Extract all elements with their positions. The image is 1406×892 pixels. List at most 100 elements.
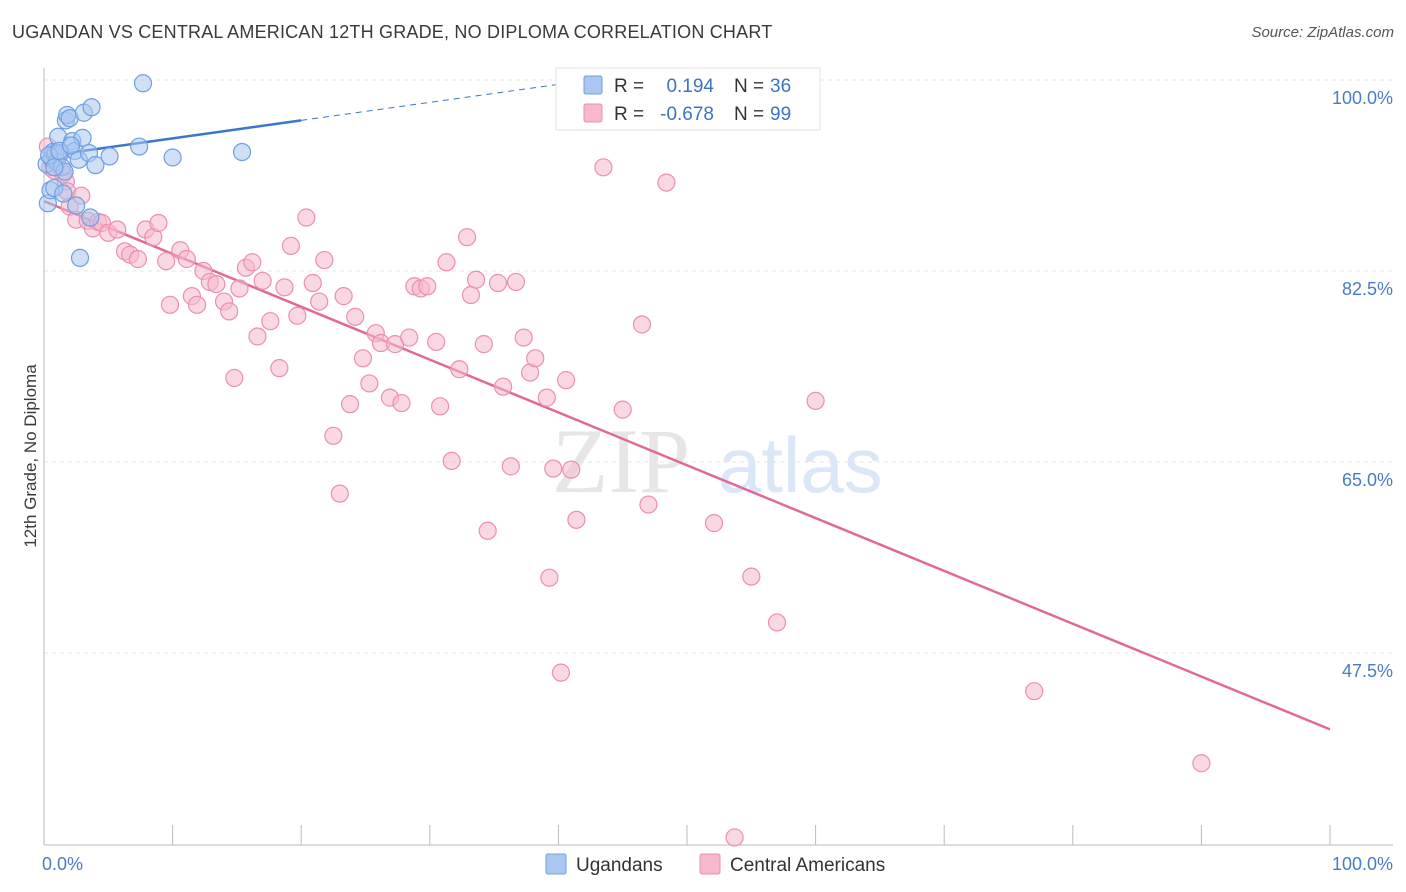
source-label: Source: ZipAtlas.com (1251, 24, 1394, 41)
point-central-americans (248, 327, 267, 346)
legend-r-value: 0.194 (666, 76, 714, 97)
point-central-americans (488, 273, 508, 293)
point-central-americans (261, 312, 280, 331)
chart-title: UGANDAN VS CENTRAL AMERICAN 12TH GRADE, … (12, 22, 773, 42)
legend-n-value: 99 (770, 104, 791, 125)
point-central-americans (551, 663, 571, 682)
point-central-americans (207, 274, 226, 294)
point-central-americans (427, 332, 446, 352)
watermark-zip: ZIP (552, 410, 690, 512)
point-ugandans (82, 98, 101, 117)
point-central-americans (303, 273, 322, 293)
legend-top: R = 0.194 N = 36 R = -0.678 N = 99 (555, 67, 821, 131)
legend-r-label: R = (614, 76, 644, 97)
point-central-americans (346, 307, 365, 326)
point-central-americans (353, 349, 373, 368)
point-ugandans (54, 184, 73, 203)
y-tick-label: 65.0% (1342, 470, 1393, 490)
point-central-americans (253, 271, 272, 290)
point-central-americans (704, 514, 724, 533)
data-points (37, 74, 1211, 847)
legend-bottom: Ugandans Central Americans (545, 853, 885, 876)
y-tick-labels: 47.5% 65.0% 82.5% 100.0% (1332, 88, 1393, 681)
point-central-americans (270, 359, 289, 378)
point-central-americans (360, 374, 379, 393)
point-central-americans (334, 287, 353, 306)
point-ugandans (45, 158, 64, 177)
point-central-americans (225, 368, 244, 388)
point-central-americans (540, 568, 559, 587)
point-ugandans (67, 196, 86, 215)
point-central-americans (639, 495, 658, 514)
trend-line-ugandans-extension (301, 83, 559, 121)
point-central-americans (557, 371, 576, 390)
point-central-americans (450, 360, 469, 379)
grid-lines (44, 79, 1393, 654)
point-central-americans (392, 393, 411, 413)
legend-bottom-swatch-ugandans (545, 853, 567, 875)
point-central-americans (537, 388, 556, 407)
legend-n-label: N = (734, 76, 764, 97)
point-central-americans (230, 279, 249, 298)
point-central-americans (418, 277, 437, 296)
watermark-atlas: atlas (718, 421, 883, 509)
point-central-americans (632, 315, 652, 334)
point-central-americans (466, 270, 486, 289)
point-central-americans (594, 158, 613, 177)
point-ugandans (86, 156, 105, 175)
point-central-americans (310, 292, 329, 311)
y-tick-label: 47.5% (1342, 661, 1393, 681)
point-ugandans (100, 147, 119, 166)
legend-r-value: -0.678 (660, 104, 714, 125)
point-central-americans (275, 278, 294, 297)
point-central-americans (281, 236, 301, 255)
point-central-americans (457, 228, 477, 247)
point-central-americans (742, 567, 761, 586)
point-central-americans (562, 460, 581, 479)
point-central-americans (514, 328, 533, 347)
point-central-americans (567, 510, 586, 529)
point-central-americans (157, 252, 176, 271)
point-central-americans (501, 457, 520, 476)
legend-n-label: N = (734, 104, 764, 125)
point-ugandans (130, 137, 149, 156)
point-central-americans (315, 250, 334, 270)
point-central-americans (506, 272, 526, 292)
point-central-americans (1025, 682, 1044, 701)
legend-r-label: R = (614, 104, 644, 125)
point-central-americans (330, 484, 349, 503)
y-tick-label: 100.0% (1332, 88, 1393, 108)
point-central-americans (187, 295, 207, 314)
point-central-americans (725, 828, 744, 847)
point-central-americans (806, 391, 825, 410)
point-ugandans (70, 248, 90, 268)
point-central-americans (544, 459, 563, 478)
legend-swatch-ugandans (583, 75, 603, 95)
point-ugandans (163, 148, 182, 167)
trend-line-central-americans (43, 199, 1331, 731)
point-central-americans (437, 253, 456, 272)
point-central-americans (494, 377, 513, 396)
point-central-americans (128, 249, 147, 269)
point-central-americans (288, 306, 307, 325)
legend-swatch-central-americans (583, 103, 603, 123)
point-ugandans (61, 136, 81, 155)
point-central-americans (526, 349, 545, 368)
point-central-americans (243, 253, 262, 272)
point-central-americans (442, 451, 461, 471)
point-ugandans (232, 142, 252, 162)
point-central-americans (657, 173, 676, 192)
point-central-americans (1192, 754, 1211, 773)
point-central-americans (149, 213, 168, 233)
trend-lines (43, 83, 1331, 731)
x-tick-label-min: 0.0% (42, 854, 83, 874)
legend-n-value: 36 (770, 76, 791, 97)
point-central-americans (177, 249, 196, 269)
point-central-americans (461, 285, 481, 305)
point-central-americans (400, 328, 419, 347)
point-central-americans (430, 397, 450, 416)
point-central-americans (108, 220, 127, 239)
point-central-americans (160, 295, 180, 314)
point-central-americans (297, 208, 316, 227)
